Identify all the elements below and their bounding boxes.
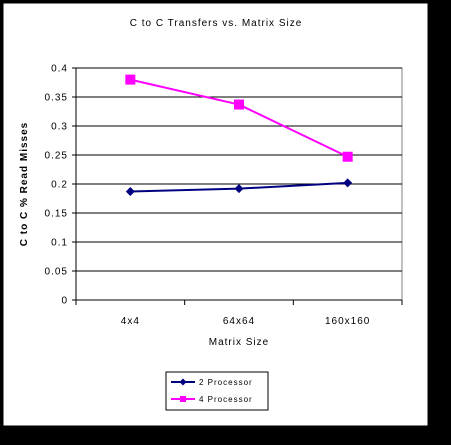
- data-point-square: [234, 100, 244, 110]
- legend-label: 2 Processor: [199, 378, 253, 387]
- data-point-square: [343, 152, 353, 162]
- x-tick-label: 64x64: [223, 316, 255, 327]
- data-point-square: [125, 75, 135, 85]
- legend-label: 4 Processor: [199, 395, 253, 404]
- y-tick-label: 0.05: [45, 267, 68, 278]
- y-tick-label: 0: [61, 296, 68, 307]
- x-tick-label: 160x160: [325, 316, 370, 327]
- y-tick-label: 0.2: [51, 180, 68, 191]
- x-axis-title: Matrix Size: [209, 337, 269, 348]
- legend-marker: [180, 396, 186, 402]
- legend: 2 Processor 4 Processor: [166, 372, 268, 410]
- y-tick-label: 0.3: [51, 122, 68, 133]
- y-tick-label: 0.35: [45, 93, 68, 104]
- chart-title: C to C Transfers vs. Matrix Size: [130, 18, 303, 29]
- y-tick-label: 0.15: [45, 209, 68, 220]
- y-tick-label: 0.25: [45, 151, 68, 162]
- x-tick-label: 4x4: [121, 316, 140, 327]
- y-tick-label: 0.1: [51, 238, 68, 249]
- y-axis-title: C to C % Read Misses: [19, 122, 30, 246]
- y-tick-label: 0.4: [51, 64, 68, 75]
